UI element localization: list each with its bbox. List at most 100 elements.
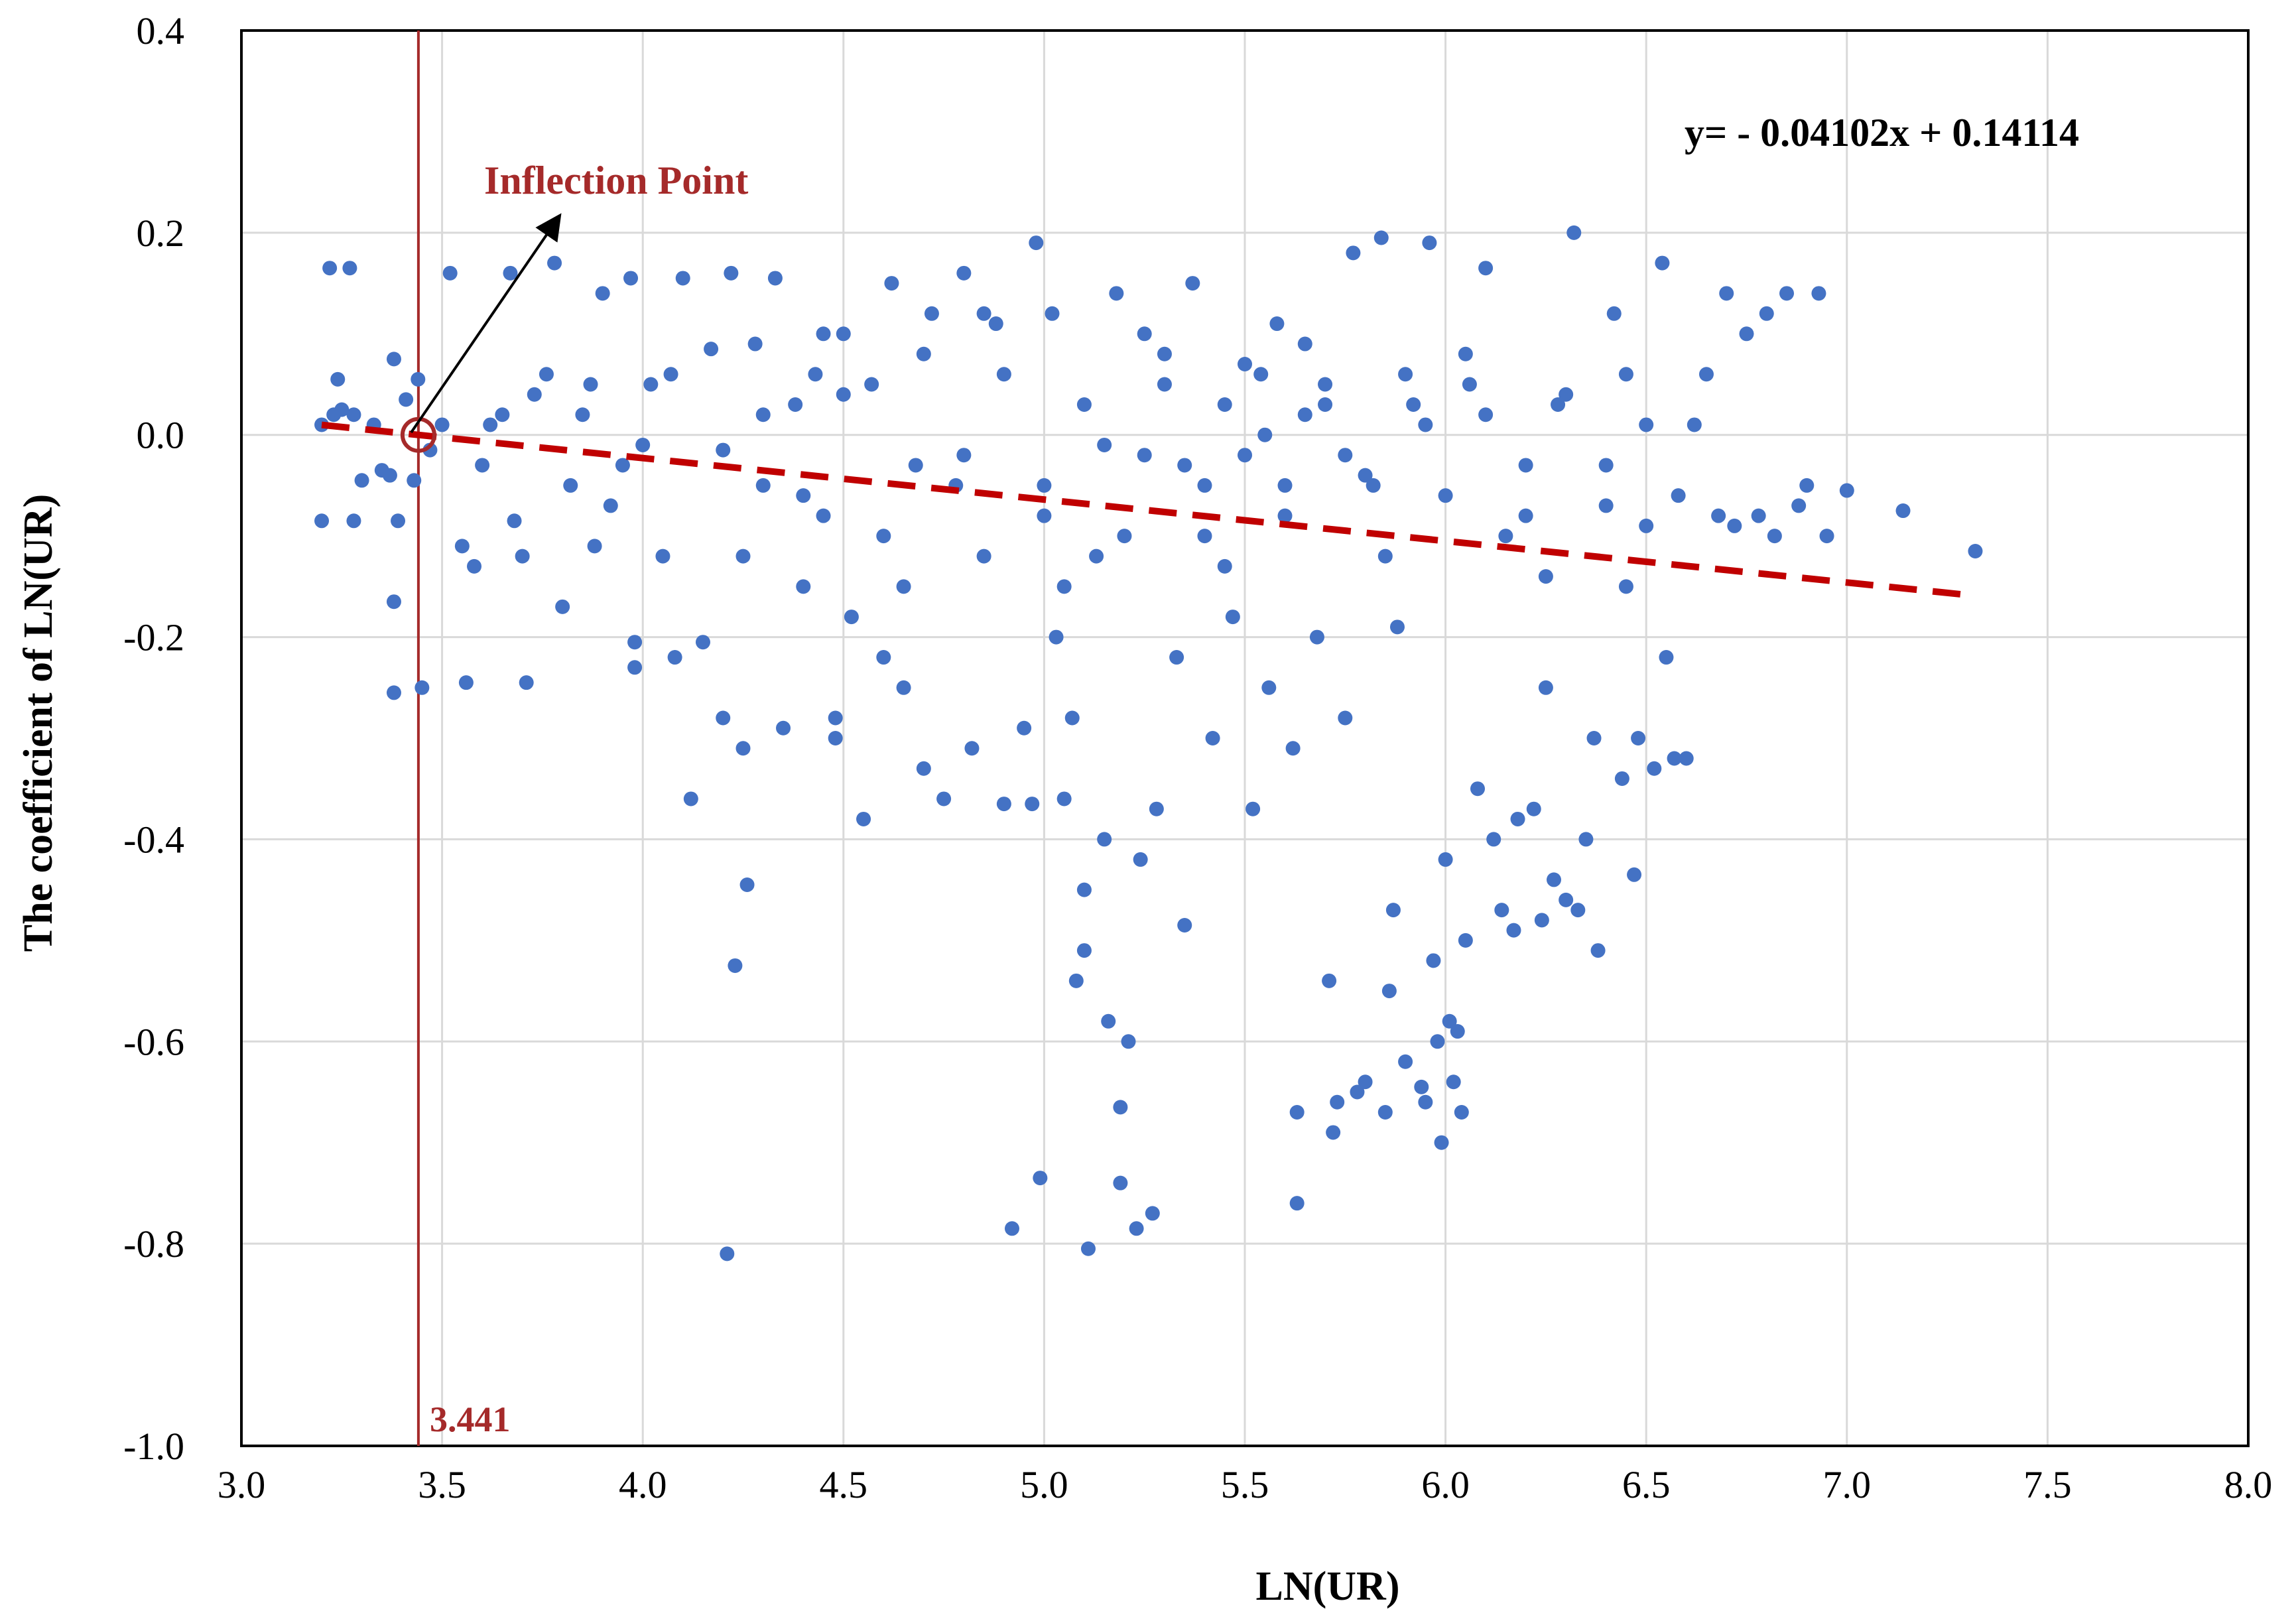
data-point [411, 371, 426, 387]
data-point [1277, 508, 1293, 523]
data-point [916, 761, 931, 776]
data-point [1033, 1171, 1048, 1186]
data-point [386, 352, 401, 367]
data-point [1811, 286, 1826, 301]
data-point [976, 549, 991, 564]
x-tick-label: 3.5 [418, 1463, 466, 1506]
inflection-arrow [410, 213, 562, 434]
data-point [1968, 544, 1983, 559]
data-point [1398, 1054, 1413, 1069]
data-point [1486, 832, 1501, 847]
data-point [627, 635, 643, 650]
data-point [386, 685, 401, 700]
data-point [1586, 731, 1602, 745]
data-point [1177, 917, 1192, 933]
data-point [1518, 508, 1533, 523]
data-point [1647, 761, 1662, 776]
inflection-point-marker [400, 417, 436, 453]
data-point [1113, 1100, 1128, 1115]
data-point [1751, 508, 1766, 523]
data-point [1430, 1034, 1445, 1049]
data-point [1177, 458, 1192, 473]
data-point [1225, 610, 1240, 625]
data-point [627, 660, 643, 675]
data-point [776, 720, 791, 736]
data-point [1458, 933, 1473, 948]
data-point [1064, 710, 1080, 726]
data-point [1377, 1104, 1393, 1120]
data-point [1366, 478, 1381, 493]
y-tick-label: -0.6 [123, 1020, 184, 1063]
data-point [1442, 1013, 1457, 1029]
data-point [1895, 503, 1911, 519]
data-point [454, 539, 470, 554]
data-point [354, 473, 369, 488]
data-point [1478, 407, 1494, 422]
data-point [1056, 791, 1072, 807]
data-point [1639, 417, 1654, 432]
data-point [1506, 923, 1521, 938]
data-point [747, 336, 763, 352]
data-point [346, 513, 361, 529]
data-point [1238, 448, 1252, 463]
data-point [1779, 286, 1795, 301]
data-point [1598, 458, 1614, 473]
data-point [1458, 346, 1473, 361]
data-point [1338, 448, 1353, 463]
data-point [704, 342, 719, 357]
data-point [1097, 437, 1112, 452]
data-point [1406, 397, 1421, 412]
data-point [1538, 680, 1553, 695]
data-point [483, 417, 498, 432]
data-point [1318, 397, 1333, 412]
data-point [1358, 468, 1373, 483]
data-point [1510, 811, 1525, 826]
data-point [1655, 255, 1670, 271]
data-point [1538, 569, 1553, 584]
data-point [828, 731, 843, 745]
data-point [1076, 943, 1092, 958]
y-axis-title: The coefficient of LN(UR) [16, 494, 61, 952]
data-point [1245, 801, 1261, 816]
data-point [503, 265, 518, 281]
x-tick-label: 7.0 [1823, 1463, 1872, 1506]
data-point [735, 549, 751, 564]
data-point [1494, 903, 1509, 918]
data-point [856, 811, 871, 826]
data-point [1197, 529, 1212, 544]
data-point [1076, 397, 1092, 412]
data-point [1109, 286, 1124, 301]
data-point [1819, 529, 1834, 544]
data-point [724, 265, 739, 281]
data-point [1217, 397, 1232, 412]
data-point [1338, 710, 1353, 726]
data-point [1261, 680, 1277, 695]
inflection-x-value-label: 3.441 [430, 1399, 511, 1439]
data-point [1671, 488, 1686, 503]
data-point [655, 549, 670, 564]
data-point [1385, 903, 1401, 918]
data-point [475, 458, 490, 473]
y-tick-label: 0.2 [137, 212, 185, 255]
data-point [1350, 1084, 1365, 1100]
data-point [1326, 1125, 1341, 1140]
data-point [996, 797, 1011, 812]
data-point [1414, 1079, 1429, 1094]
data-point [1534, 913, 1549, 928]
x-tick-label: 5.0 [1020, 1463, 1068, 1506]
x-tick-label: 5.5 [1221, 1463, 1269, 1506]
data-point [808, 367, 823, 382]
data-point [716, 442, 731, 458]
data-point [908, 458, 923, 473]
data-point [864, 377, 879, 392]
data-point [735, 741, 751, 756]
x-tick-label: 6.0 [1421, 1463, 1470, 1506]
data-point [1618, 367, 1633, 382]
data-point [836, 326, 851, 342]
data-point [964, 741, 980, 756]
data-points [314, 225, 1983, 1261]
data-point [916, 346, 931, 361]
data-point [796, 579, 811, 594]
data-point [755, 478, 771, 493]
data-point [996, 367, 1011, 382]
